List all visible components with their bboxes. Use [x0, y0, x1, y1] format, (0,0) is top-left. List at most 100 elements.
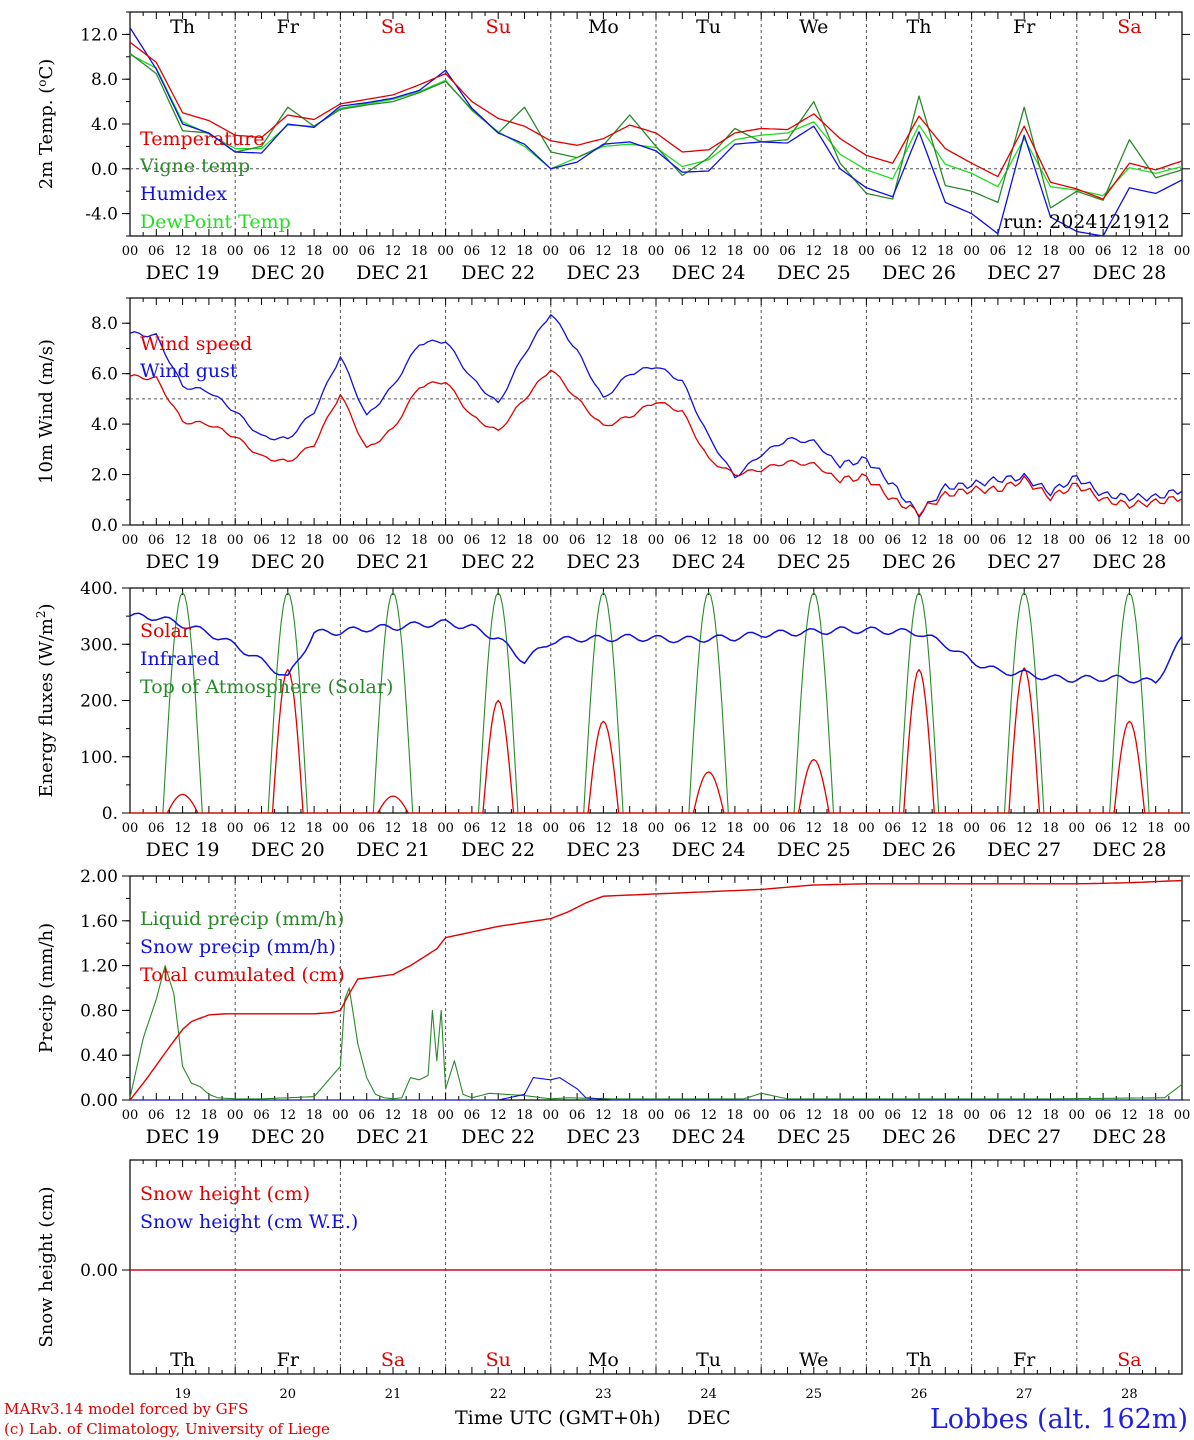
hour-tick-label: 06 [990, 821, 1007, 836]
weekday-label: Fr [1013, 1349, 1036, 1371]
legend-dewpoint-temp: DewPoint Temp [140, 211, 291, 233]
wind-panel: 10m Wind (m/s) 0.0 2.0 4.0 6.0 8.0 Wind speed W… [36, 297, 1191, 573]
hour-tick-label: 12 [700, 821, 717, 836]
hour-tick-label: 06 [464, 533, 481, 548]
hour-tick-label: 12 [911, 533, 928, 548]
date-label: DEC 21 [356, 839, 430, 861]
y-tick-label: 300. [80, 635, 118, 655]
hour-tick-label: 12 [490, 1108, 507, 1123]
hour-tick-label: 18 [1147, 821, 1164, 836]
hour-tick-label: 06 [779, 1108, 796, 1123]
y-tick-label: 0.00 [80, 1261, 118, 1281]
weekday-label: Th [170, 1349, 195, 1371]
legend-snow-height-cm-w-e: Snow height (cm W.E.) [140, 1211, 358, 1233]
hour-tick-label: 06 [674, 244, 691, 259]
series-solar [130, 667, 1182, 814]
snow-panel: Snow height (cm) 0.00 Snow height (cm) Snow… [36, 1159, 1190, 1402]
temp-ylabel: 2m Temp. (oC) [35, 59, 57, 190]
hour-tick-label: 18 [201, 244, 218, 259]
hour-tick-label: 00 [122, 533, 139, 548]
hour-tick-label: 06 [1095, 533, 1112, 548]
hour-tick-label: 06 [148, 533, 165, 548]
footer-credit-line: (c) Lab. of Climatology, University of L… [4, 1420, 330, 1438]
weekday-label: Th [170, 16, 195, 38]
date-label: DEC 22 [461, 262, 535, 284]
location-label: Lobbes (alt. 162m) [930, 1404, 1188, 1435]
hour-tick-label: 06 [990, 244, 1007, 259]
day-number-label: 25 [806, 1387, 823, 1402]
hour-tick-label: 18 [411, 821, 428, 836]
date-label: DEC 26 [882, 1126, 956, 1148]
hour-tick-label: 00 [1174, 533, 1191, 548]
hour-tick-label: 00 [543, 821, 560, 836]
hour-tick-label: 00 [648, 244, 665, 259]
hour-tick-label: 00 [122, 1108, 139, 1123]
hour-tick-label: 00 [227, 1108, 244, 1123]
hour-tick-label: 00 [753, 821, 770, 836]
hour-tick-label: 18 [201, 533, 218, 548]
hour-tick-label: 00 [963, 244, 980, 259]
day-number-label: 28 [1121, 1387, 1138, 1402]
series-liquid-precip-mm-h [129, 965, 1183, 1100]
legend-snow-height-cm: Snow height (cm) [140, 1183, 310, 1205]
date-label: DEC 27 [987, 839, 1061, 861]
y-tick-label: 2.00 [80, 867, 118, 887]
hour-tick-label: 18 [201, 1108, 218, 1123]
hour-tick-label: 00 [1174, 1108, 1191, 1123]
y-tick-label: 0.0 [91, 516, 118, 536]
weekday-label: Mo [588, 1349, 619, 1371]
hour-tick-label: 06 [1095, 244, 1112, 259]
date-label: DEC 23 [566, 262, 640, 284]
hour-tick-label: 00 [543, 533, 560, 548]
hour-tick-label: 00 [122, 244, 139, 259]
hour-tick-label: 18 [937, 1108, 954, 1123]
hour-tick-label: 00 [1069, 1108, 1086, 1123]
snow-ylabel: Snow height (cm) [36, 1186, 57, 1347]
hour-tick-label: 06 [253, 533, 270, 548]
hour-tick-label: 00 [858, 821, 875, 836]
hour-tick-label: 12 [1016, 533, 1033, 548]
legend-snow-precip-mm-h: Snow precip (mm/h) [140, 936, 336, 958]
hour-tick-label: 18 [1042, 244, 1059, 259]
hour-tick-label: 18 [516, 1108, 533, 1123]
date-label: DEC 19 [146, 551, 220, 573]
date-label: DEC 20 [251, 1126, 325, 1148]
series-infrared [129, 612, 1183, 684]
weekday-label: Sa [381, 16, 405, 38]
hour-tick-label: 06 [464, 821, 481, 836]
day-number-label: 23 [595, 1387, 612, 1402]
date-label: DEC 24 [672, 551, 746, 573]
hour-tick-label: 00 [858, 533, 875, 548]
hour-tick-label: 00 [227, 533, 244, 548]
y-tick-label: 0. [102, 804, 118, 824]
hour-tick-label: 18 [937, 533, 954, 548]
date-label: DEC 26 [882, 551, 956, 573]
weekday-label: Tu [696, 16, 721, 38]
hour-tick-label: 06 [358, 533, 375, 548]
y-tick-label: 6.0 [91, 365, 118, 385]
hour-tick-label: 00 [543, 244, 560, 259]
date-label: DEC 20 [251, 262, 325, 284]
hour-tick-label: 00 [1069, 244, 1086, 259]
weekday-label: Su [486, 1349, 511, 1371]
hour-tick-label: 18 [832, 244, 849, 259]
hour-tick-label: 18 [306, 533, 323, 548]
hour-tick-label: 06 [569, 533, 586, 548]
hour-tick-label: 06 [358, 821, 375, 836]
hour-tick-label: 12 [1016, 1108, 1033, 1123]
hour-tick-label: 12 [595, 1108, 612, 1123]
hour-tick-label: 06 [674, 533, 691, 548]
hour-tick-label: 18 [832, 821, 849, 836]
hour-tick-label: 00 [963, 821, 980, 836]
weekday-label: Th [907, 16, 932, 38]
y-tick-label: 4.0 [91, 415, 118, 435]
day-number-label: 24 [700, 1387, 717, 1402]
hour-tick-label: 12 [280, 244, 297, 259]
hour-tick-label: 06 [884, 533, 901, 548]
precip-panel: Precip (mm/h) 0.00 0.40 0.80 1.20 1.60 2.00 Liq… [36, 867, 1190, 1148]
hour-tick-label: 00 [332, 1108, 349, 1123]
hour-tick-label: 18 [621, 1108, 638, 1123]
hour-tick-label: 18 [411, 1108, 428, 1123]
hour-tick-label: 18 [201, 821, 218, 836]
date-label: DEC 28 [1092, 551, 1166, 573]
